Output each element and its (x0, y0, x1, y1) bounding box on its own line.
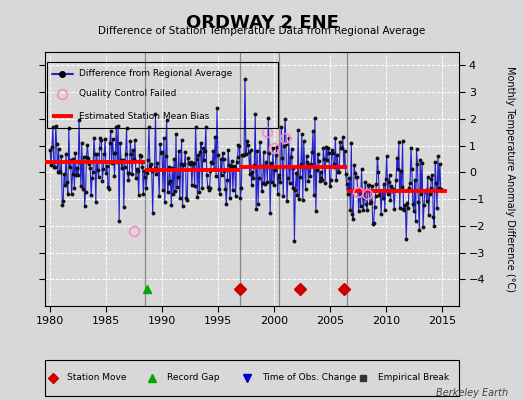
Text: Difference from Regional Average: Difference from Regional Average (80, 69, 233, 78)
Text: Difference of Station Temperature Data from Regional Average: Difference of Station Temperature Data f… (99, 26, 425, 36)
Text: Quality Control Failed: Quality Control Failed (80, 89, 177, 98)
Text: Station Move: Station Move (67, 374, 127, 382)
Text: Berkeley Earth: Berkeley Earth (436, 388, 508, 398)
Text: Estimated Station Mean Bias: Estimated Station Mean Bias (80, 112, 210, 121)
Text: Empirical Break: Empirical Break (378, 374, 449, 382)
Text: Record Gap: Record Gap (167, 374, 219, 382)
Y-axis label: Monthly Temperature Anomaly Difference (°C): Monthly Temperature Anomaly Difference (… (505, 66, 515, 292)
Text: ORDWAY 2 ENE: ORDWAY 2 ENE (185, 14, 339, 32)
Text: Time of Obs. Change: Time of Obs. Change (262, 374, 356, 382)
